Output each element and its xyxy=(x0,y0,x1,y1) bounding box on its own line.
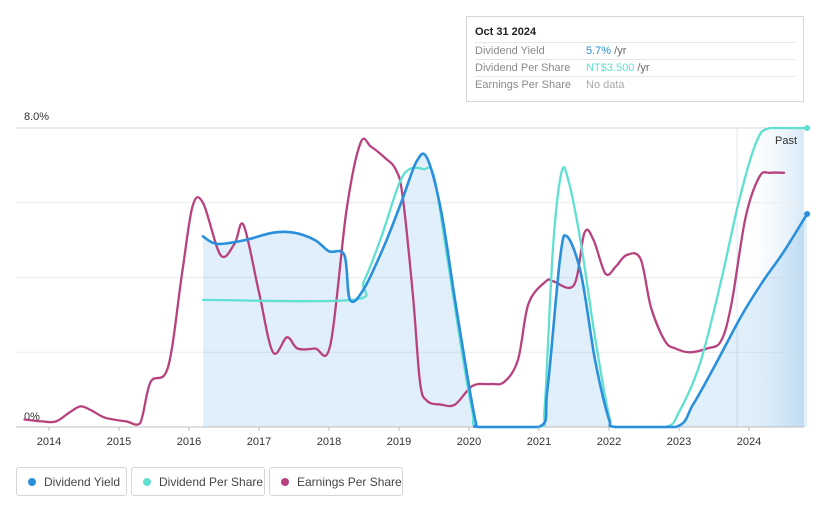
tooltip-value-number: No data xyxy=(586,79,625,91)
series-area-dividend-yield xyxy=(203,153,808,427)
tooltip-label: Earnings Per Share xyxy=(475,79,571,91)
x-tick-label: 2020 xyxy=(457,436,481,448)
legend-label: Dividend Per Share xyxy=(159,475,264,489)
tooltip-value: 5.7% /yr xyxy=(586,45,626,57)
x-tick-label: 2017 xyxy=(247,436,271,448)
tooltip-value-unit: /yr xyxy=(637,62,650,74)
legend-item-earnings-per-share[interactable]: Earnings Per Share xyxy=(269,467,403,496)
x-tick-label: 2023 xyxy=(667,436,691,448)
series-line-dividend-yield xyxy=(201,152,809,429)
x-tick-label: 2015 xyxy=(107,436,131,448)
past-label: Past xyxy=(775,135,797,147)
y-tick-label-top: 8.0% xyxy=(24,111,49,123)
x-tick-label: 2021 xyxy=(527,436,551,448)
x-tick-label: 2018 xyxy=(317,436,341,448)
tooltip-value: NT$3.500 /yr xyxy=(586,62,650,74)
tooltip-label: Dividend Yield xyxy=(475,45,545,57)
series-line-dividend-per-share xyxy=(201,126,809,429)
x-tick-label: 2019 xyxy=(387,436,411,448)
tooltip-row-dividend-yield: Dividend Yield 5.7% /yr xyxy=(475,42,795,60)
x-tick-label: 2024 xyxy=(737,436,761,448)
series-end-marker-dividend-yield xyxy=(804,210,811,217)
legend-item-dividend-yield[interactable]: Dividend Yield xyxy=(16,467,127,496)
legend-dot-icon xyxy=(143,478,151,486)
series-line-earnings-per-share xyxy=(23,137,786,426)
tooltip-date: Oct 31 2024 xyxy=(475,26,537,38)
x-tick-label: 2022 xyxy=(597,436,621,448)
tooltip-value-unit: /yr xyxy=(614,45,627,57)
tooltip-row-earnings-per-share: Earnings Per Share No data xyxy=(475,76,795,94)
legend-label: Earnings Per Share xyxy=(297,475,402,489)
tooltip-value-number: NT$3.500 xyxy=(586,62,635,74)
legend-dot-icon xyxy=(281,478,289,486)
x-tick-label: 2014 xyxy=(37,436,61,448)
series-end-marker-dividend-per-share xyxy=(804,125,811,131)
tooltip-panel: Oct 31 2024 Dividend Yield 5.7% /yr Divi… xyxy=(466,16,804,102)
tooltip-value-number: 5.7% xyxy=(586,45,612,57)
legend-item-dividend-per-share[interactable]: Dividend Per Share xyxy=(131,467,265,496)
tooltip-label: Dividend Per Share xyxy=(475,62,571,74)
legend-label: Dividend Yield xyxy=(44,475,121,489)
legend-dot-icon xyxy=(28,478,36,486)
x-tick-label: 2016 xyxy=(177,436,201,448)
tooltip-value: No data xyxy=(586,79,625,91)
tooltip-row-dividend-per-share: Dividend Per Share NT$3.500 /yr xyxy=(475,59,795,77)
